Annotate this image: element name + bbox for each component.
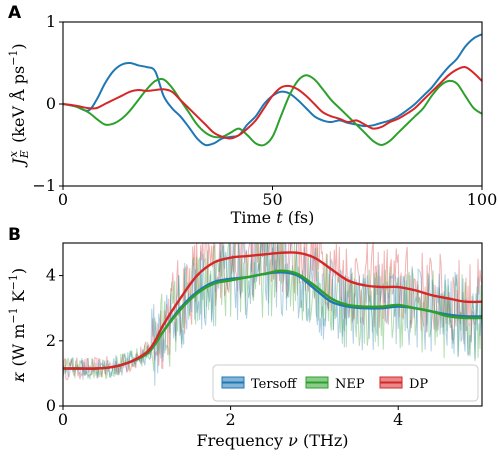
series-line-dp: [63, 251, 482, 370]
x-tick-label: 0: [58, 410, 68, 429]
panel-b-xlabel: Frequency ν (THz): [197, 431, 349, 450]
panel-a-ylabel: JEx (keV Å ps−1): [7, 43, 31, 167]
panel-b-series-lines: [63, 251, 482, 370]
panel-b-frame: [62, 242, 483, 407]
legend-box: [212, 364, 479, 402]
y-tick-label: −1: [32, 176, 56, 195]
series-line-tersoff: [62, 33, 483, 147]
panel-a: A 0 50 100−101 Time t (fs) JEx (keV Å ps−1…: [7, 3, 497, 227]
panel-b: B 0 2 4 0 2 4 Frequency ν (THz) κ (W m−1 K−1)…: [7, 225, 483, 450]
panel-b-letter: B: [8, 225, 21, 245]
panel-a-letter: A: [8, 3, 22, 23]
panel-b-spectra: [63, 243, 482, 386]
y-tick-label: 0: [46, 94, 56, 113]
legend: Tersoff NEP DP: [212, 364, 479, 402]
y-tick-label: 2: [46, 331, 56, 350]
spectrum-trace-dp: [63, 243, 482, 381]
x-tick-label: 2: [226, 410, 236, 429]
x-tick-label: 50: [262, 190, 282, 209]
legend-label-tersoff: Tersoff: [251, 377, 298, 392]
x-tick-label: 100: [467, 190, 498, 209]
y-tick-label: 4: [46, 266, 56, 285]
y-tick-label: 0: [46, 396, 56, 415]
panel-a-series-lines: [62, 33, 483, 147]
legend-label-dp: DP: [409, 377, 428, 392]
series-line-dp: [62, 65, 483, 140]
x-tick-label: 4: [393, 410, 403, 429]
spectrum-trace-tersoff: [63, 243, 482, 386]
panel-a-axes: 0 50 100−101: [32, 12, 497, 209]
panel-a-xlabel: Time t (fs): [231, 208, 315, 227]
x-tick-label: 0: [58, 190, 68, 209]
legend-label-nep: NEP: [335, 377, 365, 392]
y-tick-label: 1: [46, 12, 56, 31]
series-line-nep: [62, 74, 483, 147]
panel-b-axes: 0 2 4 0 2 4: [46, 266, 403, 429]
panel-b-ylabel: κ (W m−1 K−1): [7, 268, 28, 383]
